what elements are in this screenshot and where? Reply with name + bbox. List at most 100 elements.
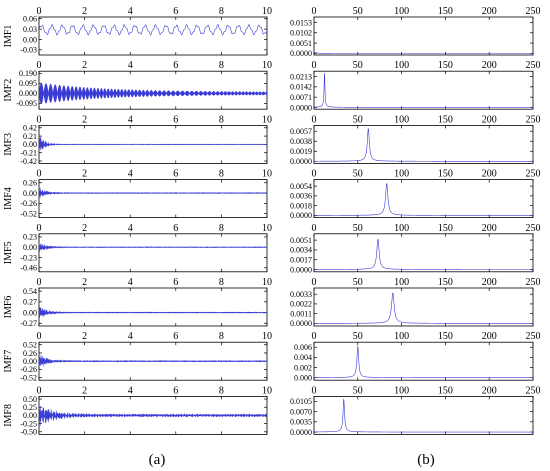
- series-line-spectrum-8: [313, 398, 534, 433]
- y-tick-label: -0.26: [20, 199, 37, 208]
- subplot-a-3: 0 2 4 6 8 10 0.420.210.00-0.21-0.42 IMF3: [3, 114, 272, 165]
- x-tick-label: 150: [438, 385, 453, 396]
- x-tick-label: 8: [219, 331, 224, 342]
- y-tick-label: -0.21: [20, 149, 37, 158]
- x-tick-label: 6: [173, 385, 178, 396]
- axes-frame: [313, 125, 534, 164]
- y-tick-label: 0.06: [23, 15, 37, 24]
- y-tick-label: 0.0000: [290, 49, 312, 58]
- x-tick-label: 50: [353, 114, 363, 125]
- series-line-spectrum-7: [313, 346, 534, 378]
- y-tick-label: 0.0000: [290, 211, 312, 220]
- y-tick-label: -0.095: [16, 99, 37, 108]
- y-tick-label: 0.0153: [290, 18, 312, 27]
- x-tick-label: 0: [37, 385, 42, 396]
- row-label-imf5: IMF5: [3, 241, 14, 264]
- y-tick-label: 0.0022: [290, 300, 312, 309]
- panel-b-spectrum: 0 50 100 150 200 2500.01530.01020.00510.00000…: [290, 6, 541, 437]
- x-tick-label: 100: [394, 277, 409, 288]
- y-tick-label: 0.004: [294, 353, 312, 362]
- y-tick-label: 0.0000: [290, 265, 312, 274]
- row-label-imf8: IMF8: [3, 404, 14, 427]
- series-line-imf5: [38, 243, 268, 252]
- y-tick-label: 0.095: [19, 79, 37, 88]
- x-tick-label: 8: [219, 6, 224, 17]
- x-tick-label: 200: [482, 331, 497, 342]
- axes-frame: [38, 16, 268, 56]
- x-tick-label: 100: [394, 169, 409, 180]
- y-tick-label: 0.190: [19, 69, 37, 78]
- x-tick-label: 4: [128, 114, 133, 125]
- x-tick-label: 4: [128, 277, 133, 288]
- axes-frame: [313, 179, 534, 219]
- y-tick-label: 0.0070: [290, 407, 312, 416]
- x-tick-label: 8: [219, 223, 224, 234]
- x-tick-label: 2: [82, 331, 87, 342]
- y-tick-label: 0.0054: [290, 182, 312, 191]
- x-tick-label: 200: [482, 223, 497, 234]
- x-tick-label: 0: [312, 60, 317, 71]
- y-tick-label: -0.23: [20, 253, 37, 262]
- series-line-spectrum-2: [313, 72, 534, 108]
- x-tick-label: 200: [482, 169, 497, 180]
- y-tick-label: 0.0036: [290, 192, 312, 201]
- y-tick-label: 0.0213: [290, 72, 312, 81]
- y-tick-label: 0.00: [23, 357, 37, 366]
- y-tick-label: 0.42: [23, 124, 37, 133]
- x-tick-label: 10: [262, 114, 272, 125]
- x-tick-label: 0: [312, 277, 317, 288]
- x-tick-label: 10: [262, 385, 272, 396]
- x-tick-label: 6: [173, 6, 178, 17]
- series-line-imf7: [38, 354, 268, 367]
- axes-frame: [313, 16, 534, 56]
- y-tick-label: 0.0000: [290, 157, 312, 166]
- y-tick-label: 0.0102: [290, 29, 312, 38]
- x-tick-label: 0: [37, 6, 42, 17]
- y-tick-label: -0.26: [20, 365, 37, 374]
- series-line-imf8: [38, 406, 268, 427]
- y-tick-label: 0.0035: [290, 418, 312, 427]
- x-tick-label: 200: [482, 6, 497, 17]
- row-label-imf1: IMF1: [3, 25, 14, 48]
- x-tick-label: 6: [173, 277, 178, 288]
- x-tick-label: 4: [128, 331, 133, 342]
- x-tick-label: 150: [438, 114, 453, 125]
- x-tick-label: 6: [173, 114, 178, 125]
- x-tick-label: 0: [312, 331, 317, 342]
- series-line-spectrum-3: [313, 128, 534, 162]
- x-tick-label: 2: [82, 60, 87, 71]
- x-tick-label: 2: [82, 114, 87, 125]
- x-tick-label: 8: [219, 60, 224, 71]
- panel-a-label: (a): [149, 452, 166, 468]
- x-tick-label: 4: [128, 169, 133, 180]
- x-tick-label: 0: [37, 223, 42, 234]
- x-tick-label: 8: [219, 277, 224, 288]
- axes-frame: [38, 233, 268, 273]
- y-tick-label: 0.000: [294, 373, 312, 382]
- x-tick-label: 0: [37, 277, 42, 288]
- y-tick-label: 0.006: [294, 343, 312, 352]
- subplot-a-4: 0 2 4 6 8 10 0.260.00-0.26-0.52 IMF4: [3, 169, 272, 219]
- x-tick-label: 100: [394, 223, 409, 234]
- x-tick-label: 2: [82, 223, 87, 234]
- y-tick-label: 0.0071: [290, 93, 312, 102]
- x-tick-label: 100: [394, 331, 409, 342]
- x-tick-label: 10: [262, 223, 272, 234]
- y-tick-label: 0.0000: [290, 428, 312, 437]
- axes-frame: [313, 395, 534, 435]
- y-tick-label: 0.0017: [290, 256, 312, 265]
- series-line-imf2: [38, 82, 268, 105]
- x-tick-label: 4: [128, 6, 133, 17]
- y-tick-label: 0.00: [23, 308, 37, 317]
- x-tick-label: 250: [526, 385, 541, 396]
- y-tick-label: 0.23: [23, 233, 37, 242]
- y-tick-label: 0.00: [23, 35, 37, 44]
- y-tick-label: 0.25: [23, 403, 37, 412]
- x-tick-label: 8: [219, 385, 224, 396]
- x-tick-label: 100: [394, 6, 409, 17]
- y-tick-label: 0.0034: [290, 246, 312, 255]
- series-line-spectrum-5: [313, 238, 534, 270]
